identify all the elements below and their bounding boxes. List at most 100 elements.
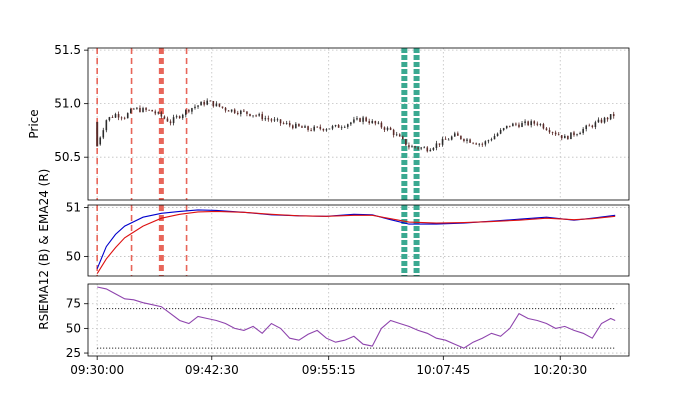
candle-body <box>313 126 315 131</box>
candle-body <box>548 130 551 133</box>
candle-body <box>481 143 484 145</box>
candle-body <box>408 145 410 148</box>
price-axis-label: Price <box>27 109 41 138</box>
candle-body <box>96 121 99 147</box>
candle-body <box>255 115 257 117</box>
x-axis-ticks: 09:30:00 09:42:30 09:55:15 10:07:45 10:20:30 <box>70 356 587 377</box>
candle-body <box>545 128 548 131</box>
candle-body <box>163 116 166 119</box>
candle-body <box>108 117 111 121</box>
candle-body <box>359 118 361 122</box>
candle-body <box>557 134 560 136</box>
candle-body <box>567 135 569 140</box>
rsi-panel-frame <box>87 283 630 357</box>
candle-body <box>169 121 172 124</box>
price-grid <box>88 48 629 200</box>
rsi-axis-label: RSI <box>37 310 51 330</box>
y-tick-label: 51.5 <box>54 43 81 57</box>
candle-body <box>282 123 285 125</box>
candle-body <box>542 124 545 129</box>
candle-body <box>301 126 303 128</box>
candle-body <box>405 139 407 146</box>
candle-body <box>240 110 242 115</box>
candle-body <box>350 122 352 125</box>
candle-body <box>279 119 282 124</box>
candle-body <box>209 100 212 102</box>
x-tick-label: 09:30:00 <box>70 363 124 377</box>
candle-body <box>420 147 422 149</box>
candle-body <box>197 105 199 107</box>
y-tick-label: 75 <box>66 297 81 311</box>
candle-body <box>215 103 218 107</box>
candle-body <box>264 118 267 120</box>
y-tick-label: 25 <box>66 346 81 360</box>
ema-lines <box>96 209 616 274</box>
candle-body <box>136 107 138 109</box>
candle-body <box>285 123 288 124</box>
candle-body <box>224 107 227 111</box>
candle-body <box>175 116 178 118</box>
candle-body <box>236 112 239 115</box>
candle-body <box>316 126 319 128</box>
candle-body <box>334 125 337 127</box>
x-tick-label: 09:42:30 <box>185 363 239 377</box>
candle-body <box>374 121 377 124</box>
candle-body <box>145 108 147 110</box>
candle-body <box>472 142 474 144</box>
candle-body <box>337 125 340 128</box>
candle-body <box>139 107 141 112</box>
candle-body <box>573 132 575 136</box>
candle-body <box>267 118 270 120</box>
candle-body <box>340 127 343 129</box>
candle-body <box>560 135 563 139</box>
candle-body <box>105 120 108 131</box>
candle-body <box>276 119 279 121</box>
candle-body <box>588 125 591 127</box>
candle-body <box>221 106 224 108</box>
candle-body <box>188 109 190 112</box>
candle-body <box>576 134 578 136</box>
candle-body <box>508 125 511 127</box>
ema-panel: 50 51 EMA12 (B) & EMA24 (R) <box>37 169 630 311</box>
candle-body <box>249 113 251 117</box>
candle-body <box>496 133 499 136</box>
rsi-panel: 25 50 75 RSI <box>37 283 630 360</box>
candle-body <box>233 109 236 113</box>
ema-panel-frame <box>87 204 630 277</box>
candle-body <box>230 109 233 112</box>
rsi-y-ticks: 25 50 75 <box>66 297 88 360</box>
y-tick-label: 50 <box>66 249 81 263</box>
candle-body <box>475 143 477 145</box>
candle-body <box>200 101 202 106</box>
candle-body <box>160 112 163 117</box>
candle-body <box>111 117 114 118</box>
series-line-ema24 <box>96 210 616 274</box>
candle-body <box>493 135 496 140</box>
candle-body <box>429 149 432 152</box>
candle-body <box>392 129 395 136</box>
candle-body <box>484 141 487 145</box>
candle-body <box>178 116 181 118</box>
rsi-grid <box>88 284 629 356</box>
candle-body <box>551 132 554 134</box>
candle-body <box>194 106 196 109</box>
candle-body <box>347 124 349 127</box>
ema-y-ticks: 50 51 <box>66 200 88 263</box>
candle-body <box>530 121 532 126</box>
candle-body <box>402 136 404 140</box>
candle-body <box>377 122 380 124</box>
y-tick-label: 51 <box>66 200 81 214</box>
candle-body <box>539 124 542 125</box>
candle-body <box>148 109 150 111</box>
candle-body <box>457 133 459 136</box>
candle-body <box>322 128 325 131</box>
candle-body <box>466 139 468 142</box>
price-candles <box>96 98 615 153</box>
candle-body <box>527 121 529 126</box>
candle-body <box>411 146 413 148</box>
candle-body <box>469 139 471 143</box>
candle-body <box>414 146 416 148</box>
candle-body <box>579 132 581 135</box>
candle-body <box>206 100 209 105</box>
candle-body <box>157 112 160 114</box>
